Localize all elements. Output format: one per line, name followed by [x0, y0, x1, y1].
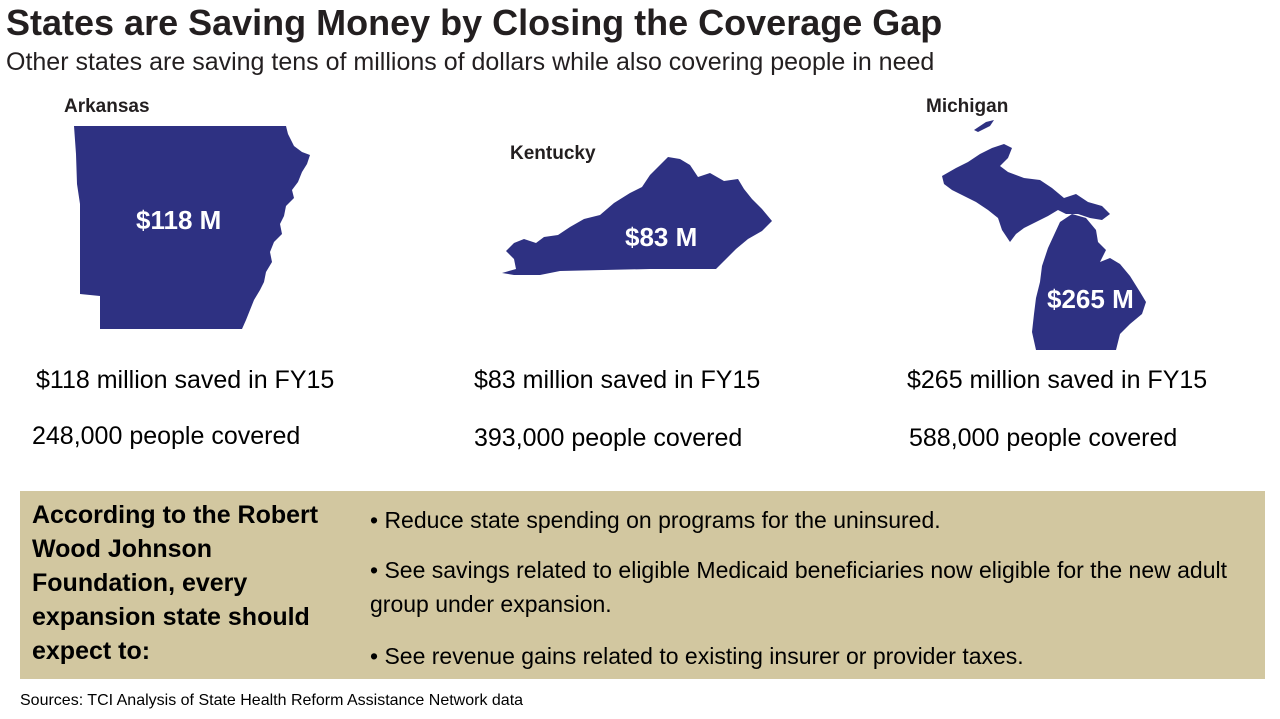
source-note: Sources: TCI Analysis of State Health Re… — [20, 692, 524, 709]
michigan-covered: 588,000 people covered — [909, 424, 1178, 452]
arkansas-covered: 248,000 people covered — [32, 422, 301, 450]
kentucky-map — [500, 155, 775, 275]
expectations-panel: According to the Robert Wood Johnson Fou… — [20, 491, 1265, 679]
arkansas-map — [74, 124, 314, 332]
page-subtitle: Other states are saving tens of millions… — [6, 48, 935, 76]
state-name-arkansas: Arkansas — [64, 96, 150, 117]
michigan-savings: $265 million saved in FY15 — [907, 366, 1208, 394]
state-name-michigan: Michigan — [926, 96, 1009, 117]
arkansas-savings: $118 million saved in FY15 — [36, 366, 335, 394]
kentucky-covered: 393,000 people covered — [474, 424, 743, 452]
bullet-reduce-spending: • Reduce state spending on programs for … — [370, 507, 941, 533]
page-title: States are Saving Money by Closing the C… — [6, 2, 943, 43]
arkansas-map-label: $118 M — [136, 205, 222, 235]
michigan-map-label: $265 M — [1047, 284, 1134, 314]
michigan-map — [940, 118, 1150, 354]
kentucky-savings: $83 million saved in FY15 — [474, 366, 761, 394]
kentucky-map-label: $83 M — [625, 222, 698, 252]
state-name-kentucky: Kentucky — [510, 143, 596, 164]
bullet-revenue-gains: • See revenue gains related to existing … — [370, 643, 1024, 669]
panel-heading: According to the Robert Wood Johnson Fou… — [32, 501, 319, 665]
bullet-medicaid-savings: • See savings related to eligible Medica… — [370, 557, 1227, 617]
